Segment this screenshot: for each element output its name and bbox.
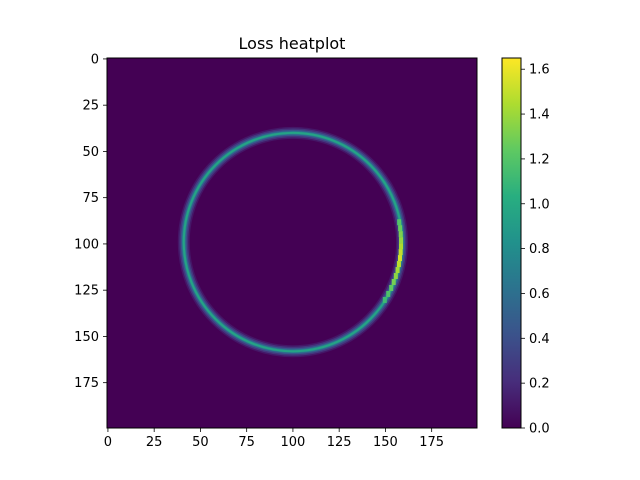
x-tick-label: 75 [238, 435, 255, 450]
y-tick-label: 50 [82, 145, 99, 160]
colorbar-gradient [502, 58, 521, 428]
ring-hotspot-cell [391, 278, 396, 285]
ring-hotspot-cell [396, 261, 401, 268]
x-tick-label: 175 [419, 435, 444, 450]
x-tick-label: 100 [281, 435, 306, 450]
x-tick-label: 150 [373, 435, 398, 450]
ring-hotspot-cell [395, 267, 400, 274]
y-tick-label: 175 [74, 376, 99, 391]
colorbar-tick-label: 0.6 [529, 287, 550, 302]
y-tick-label: 25 [82, 99, 99, 114]
y-tick-label: 125 [74, 284, 99, 299]
colorbar-tick-label: 1.4 [529, 108, 550, 123]
ring-hotspot-cell [399, 237, 404, 244]
colorbar-frame [501, 57, 522, 429]
ring-hotspot-cell [397, 255, 402, 262]
colorbar-ticks: 0.0 0.2 0.4 0.6 0.8 1.0 1.2 1.4 1.6 [521, 63, 550, 437]
loss-ring [177, 126, 409, 358]
colorbar-tick-label: 0.2 [529, 377, 550, 392]
x-tick-label: 50 [192, 435, 209, 450]
colorbar-tick-label: 0.8 [529, 242, 550, 257]
ring-hotspot-cell [382, 296, 387, 303]
x-tick-label: 25 [146, 435, 163, 450]
ring-hotspot-cell [386, 290, 391, 297]
y-axis: 0 25 50 75 100 125 150 175 [74, 52, 107, 391]
heatmap-background [107, 58, 477, 428]
ring-hotspot-cell [398, 231, 403, 238]
x-tick-label: 125 [327, 435, 352, 450]
chart-title: Loss heatplot [239, 34, 346, 53]
colorbar: 0.0 0.2 0.4 0.6 0.8 1.0 1.2 1.4 1.6 [501, 57, 550, 437]
ring-hotspot-cell [393, 273, 398, 280]
y-tick-label: 0 [91, 52, 99, 67]
heatmap-plot-area [106, 57, 478, 429]
y-tick-label: 150 [74, 330, 99, 345]
colorbar-tick-label: 0.4 [529, 332, 550, 347]
x-axis: 0 25 50 75 100 125 150 175 [104, 428, 444, 450]
x-tick-label: 0 [104, 435, 112, 450]
ring-hotspot-cell [397, 219, 402, 226]
ring-hotspot-cell [398, 225, 403, 232]
colorbar-tick-label: 1.6 [529, 63, 550, 78]
y-tick-label: 75 [82, 191, 99, 206]
y-tick-label: 100 [74, 237, 99, 252]
ring-hotspot-cell [389, 284, 394, 291]
ring-hotspot-cell [399, 243, 404, 250]
colorbar-tick-label: 1.2 [529, 152, 550, 167]
ring-hotspot-cell [398, 249, 403, 256]
plot-frame [106, 57, 478, 429]
colorbar-tick-label: 1.0 [529, 197, 550, 212]
colorbar-tick-label: 0.0 [529, 422, 550, 437]
